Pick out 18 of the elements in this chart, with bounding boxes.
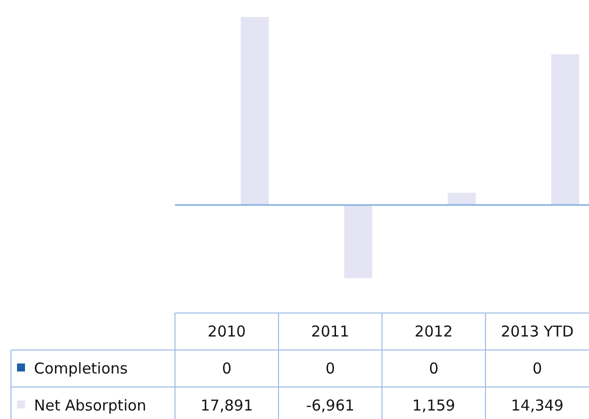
x-tick-label: 2012 xyxy=(414,322,453,340)
data-label: 1,159 xyxy=(412,396,456,414)
data-label: 17,891 xyxy=(200,396,253,414)
data-label: 0 xyxy=(325,360,336,378)
bar xyxy=(551,54,580,205)
data-label: 0 xyxy=(428,360,439,378)
legend-label: Net Absorption xyxy=(34,396,146,414)
x-tick-label: 2010 xyxy=(208,322,246,340)
bar xyxy=(240,17,269,205)
x-tick-label: 2011 xyxy=(311,322,350,340)
bar xyxy=(448,192,476,205)
legend-label: Completions xyxy=(34,360,128,378)
x-tick-label: 2013 YTD xyxy=(500,322,574,340)
data-label: -6,961 xyxy=(306,396,354,414)
data-label: 0 xyxy=(222,360,232,378)
data-label: 0 xyxy=(532,360,542,378)
bar xyxy=(344,205,372,278)
data-label: 14,349 xyxy=(511,396,564,414)
